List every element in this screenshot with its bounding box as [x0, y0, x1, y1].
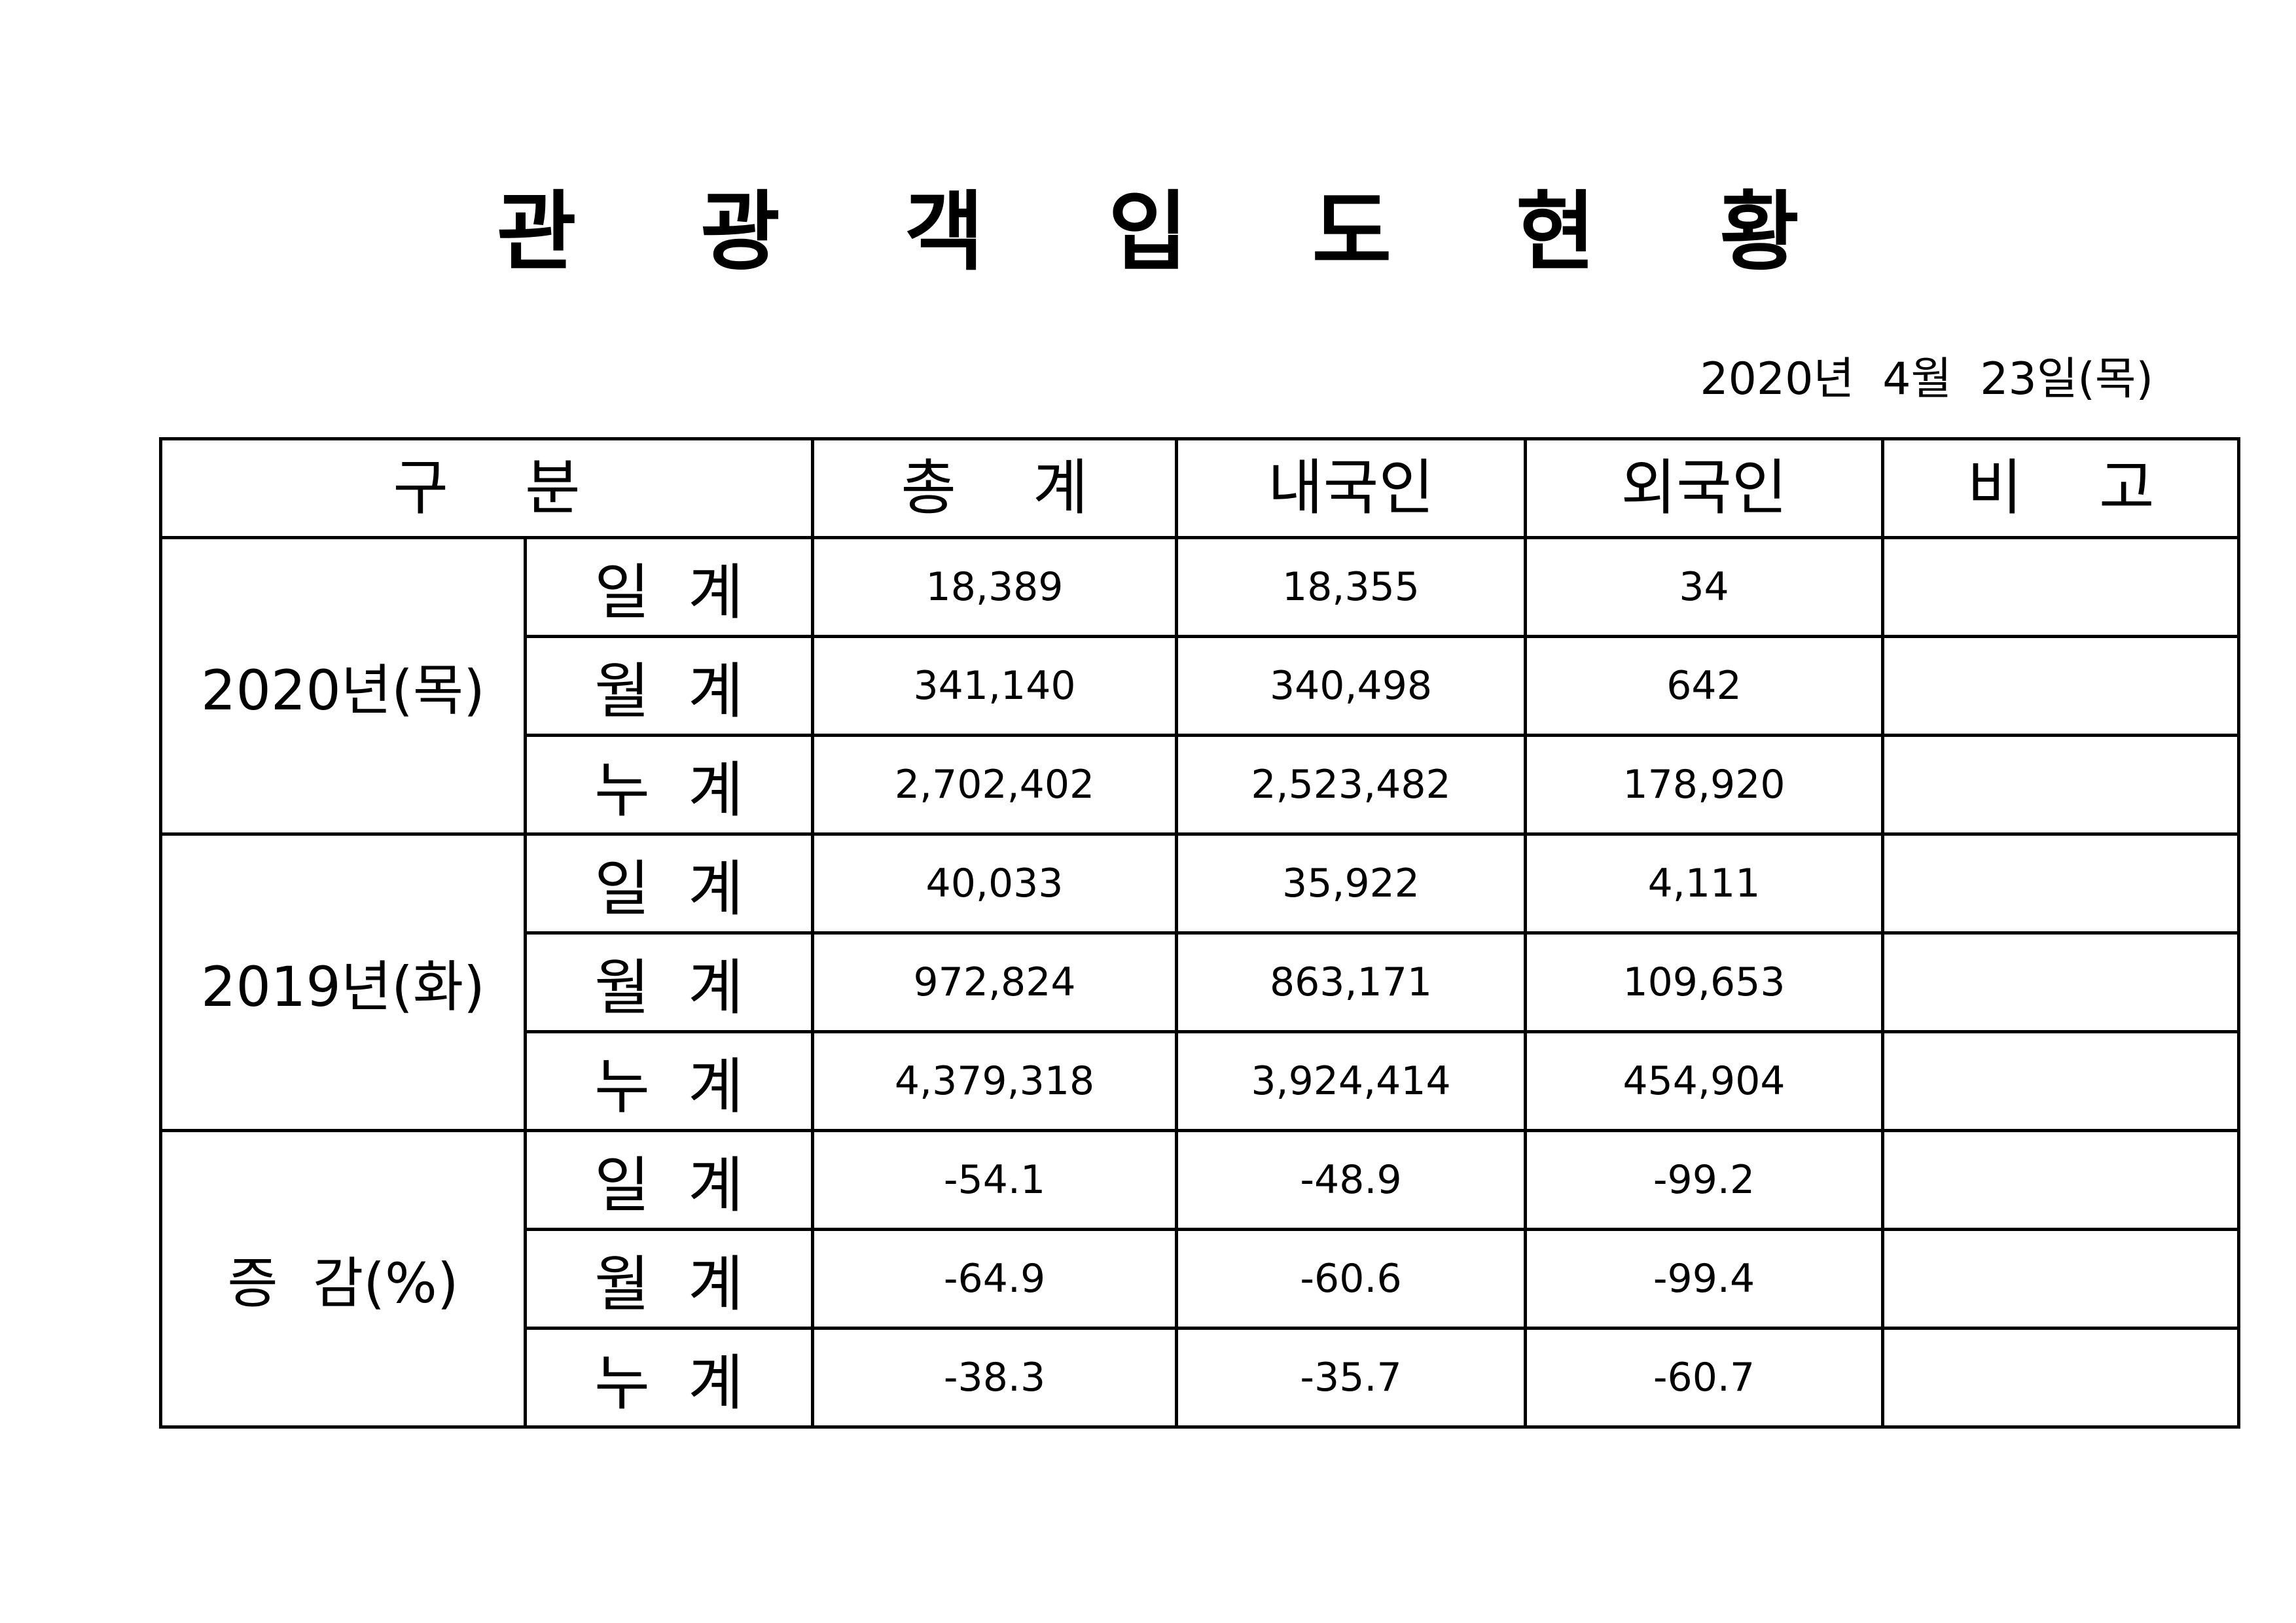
cell-remarks — [1881, 734, 2241, 836]
cell-total: 341,140 — [811, 635, 1179, 737]
report-date: 2020년 4월 23일(목) — [1700, 353, 2153, 405]
table-row: 월 계 -64.9 -60.6 -99.4 — [161, 1228, 2241, 1330]
table-row: 누 계 -38.3 -35.7 -60.7 — [161, 1327, 2241, 1429]
row-label-daily: 일 계 — [523, 536, 815, 638]
header-row: 구 분 총 계 내국인 외국인 비 고 — [158, 437, 2241, 539]
cell-remarks — [1881, 832, 2241, 935]
table-row: 누 계 2,702,402 2,523,482 178,920 — [161, 734, 2241, 836]
cell-remarks — [1881, 536, 2241, 638]
cell-foreign: -99.4 — [1524, 1228, 1885, 1330]
group-label-change-percent: 증 감(%) — [159, 1129, 527, 1429]
header-category: 구 분 — [158, 437, 815, 539]
row-label-cumulative: 누 계 — [523, 1030, 815, 1132]
header-remarks: 비 고 — [1881, 437, 2241, 539]
group-label-2020: 2020년(목) — [159, 536, 527, 836]
row-label-monthly: 월 계 — [523, 931, 815, 1033]
table-row: 증 감(%) 일 계 -54.1 -48.9 -99.2 — [159, 1129, 2241, 1429]
header-total: 총 계 — [811, 437, 1179, 539]
row-label-daily: 일 계 — [523, 832, 815, 935]
cell-remarks — [1881, 1327, 2241, 1429]
cell-total: -38.3 — [811, 1327, 1179, 1429]
table-row: 2019년(화) 일 계 40,033 35,922 4,111 — [159, 832, 2241, 1132]
cell-foreign: 454,904 — [1524, 1030, 1885, 1132]
cell-total: 18,389 — [811, 536, 1179, 638]
cell-remarks — [1881, 1129, 2241, 1231]
cell-domestic: 863,171 — [1175, 931, 1528, 1033]
cell-foreign: 178,920 — [1524, 734, 1885, 836]
cell-domestic: 340,498 — [1175, 635, 1528, 737]
cell-total: -64.9 — [811, 1228, 1179, 1330]
table-row: 누 계 4,379,318 3,924,414 454,904 — [161, 1030, 2241, 1132]
cell-foreign: 642 — [1524, 635, 1885, 737]
cell-total: 4,379,318 — [811, 1030, 1179, 1132]
cell-domestic: 2,523,482 — [1175, 734, 1528, 836]
cell-foreign: -99.2 — [1524, 1129, 1885, 1231]
cell-domestic: 18,355 — [1175, 536, 1528, 638]
cell-remarks — [1881, 931, 2241, 1033]
cell-foreign: 109,653 — [1524, 931, 1885, 1033]
document-title: 관 광 객 입 도 현 황 — [497, 182, 1846, 283]
group-label-2019: 2019년(화) — [159, 832, 527, 1132]
row-label-daily: 일 계 — [523, 1129, 815, 1231]
cell-total: 972,824 — [811, 931, 1179, 1033]
cell-total: 40,033 — [811, 832, 1179, 935]
cell-foreign: 34 — [1524, 536, 1885, 638]
cell-remarks — [1881, 1228, 2241, 1330]
cell-domestic: -60.6 — [1175, 1228, 1528, 1330]
tourist-arrivals-table: 구 분 총 계 내국인 외국인 비 고 2020년(목) 일 계 18,389 … — [158, 437, 2241, 1429]
cell-domestic: -48.9 — [1175, 1129, 1528, 1231]
cell-remarks — [1881, 635, 2241, 737]
cell-total: -54.1 — [811, 1129, 1179, 1231]
table-row: 2020년(목) 일 계 18,389 18,355 34 — [159, 536, 2241, 836]
row-label-cumulative: 누 계 — [523, 734, 815, 836]
row-label-monthly: 월 계 — [523, 1228, 815, 1330]
cell-foreign: -60.7 — [1524, 1327, 1885, 1429]
table-row: 월 계 972,824 863,171 109,653 — [161, 931, 2241, 1033]
cell-foreign: 4,111 — [1524, 832, 1885, 935]
cell-domestic: -35.7 — [1175, 1327, 1528, 1429]
cell-remarks — [1881, 1030, 2241, 1132]
cell-total: 2,702,402 — [811, 734, 1179, 836]
header-domestic: 내국인 — [1175, 437, 1528, 539]
table-row: 월 계 341,140 340,498 642 — [161, 635, 2241, 737]
row-label-cumulative: 누 계 — [523, 1327, 815, 1429]
header-foreign: 외국인 — [1524, 437, 1885, 539]
cell-domestic: 35,922 — [1175, 832, 1528, 935]
row-label-monthly: 월 계 — [523, 635, 815, 737]
cell-domestic: 3,924,414 — [1175, 1030, 1528, 1132]
